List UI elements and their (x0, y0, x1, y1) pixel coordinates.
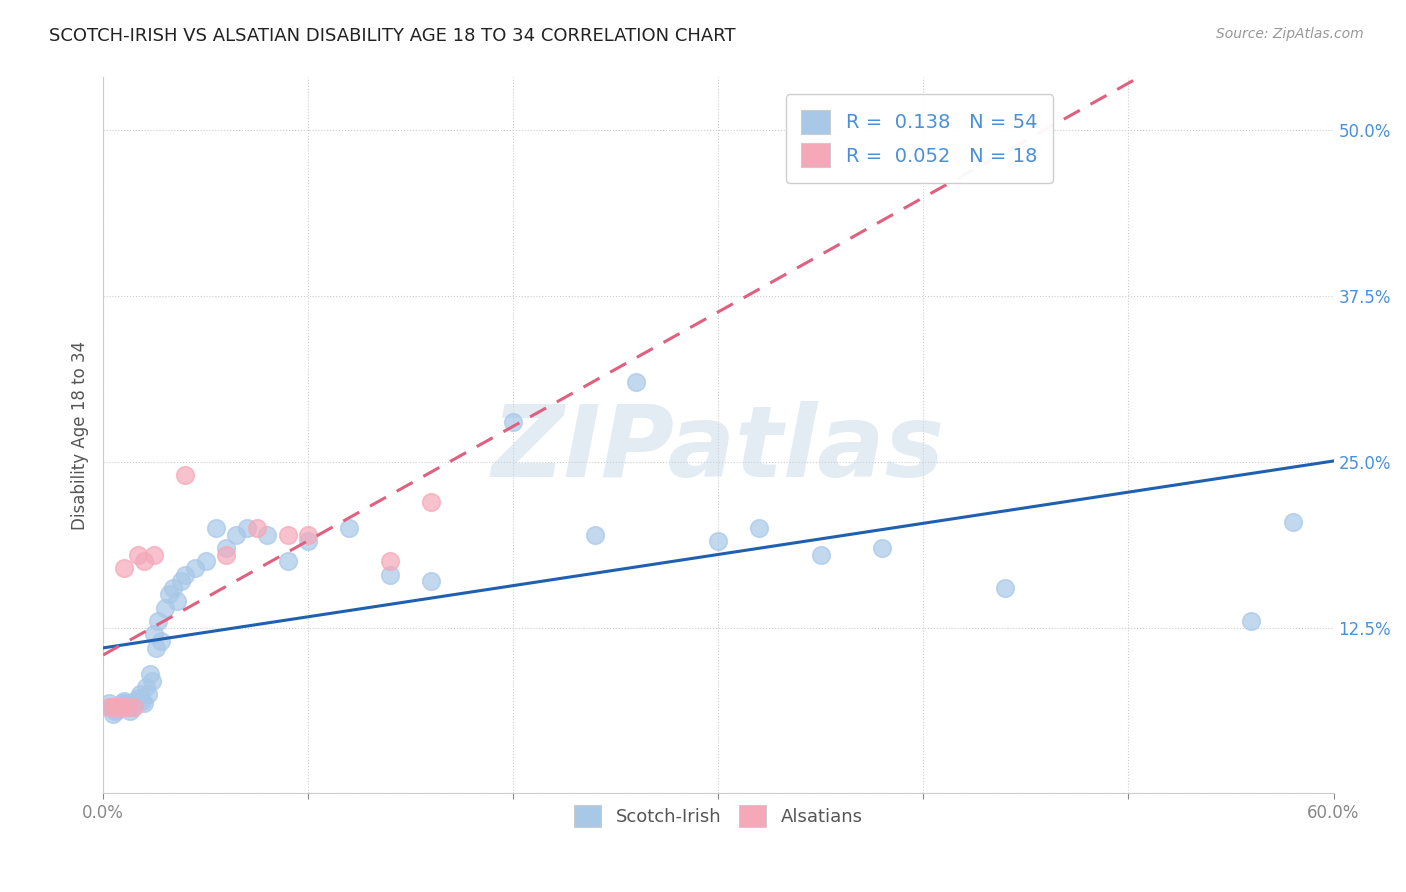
Point (235, 521, 257, 535)
Point (118, 704, 141, 718)
Point (162, 581, 184, 595)
Point (184, 561, 207, 575)
Text: Source: ZipAtlas.com: Source: ZipAtlas.com (1216, 27, 1364, 41)
Point (104, 704, 127, 718)
Point (246, 521, 269, 535)
Point (420, 574, 443, 589)
Point (337, 521, 360, 535)
Y-axis label: Disability Age 18 to 34: Disability Age 18 to 34 (72, 341, 89, 530)
Point (174, 468, 197, 483)
Point (135, 681, 157, 695)
Point (143, 548, 166, 562)
Point (148, 614, 170, 628)
Point (149, 633, 172, 648)
Point (122, 696, 145, 710)
Point (139, 667, 162, 681)
Point (297, 534, 319, 549)
Point (380, 554, 402, 568)
Point (145, 640, 167, 655)
Point (117, 700, 139, 714)
Point (225, 528, 247, 542)
Point (215, 548, 238, 562)
Point (127, 548, 149, 562)
Point (110, 696, 132, 710)
Point (297, 528, 319, 542)
Point (153, 600, 176, 615)
Point (108, 700, 131, 714)
Point (141, 673, 163, 688)
Point (131, 693, 153, 707)
Point (256, 528, 278, 542)
Point (134, 696, 156, 710)
Point (277, 528, 299, 542)
Point (100, 700, 122, 714)
Point (117, 700, 139, 714)
Point (810, 548, 832, 562)
Point (748, 521, 770, 535)
Point (125, 693, 148, 707)
Point (420, 494, 443, 508)
Point (872, 541, 894, 555)
Point (1240, 614, 1263, 628)
Point (277, 554, 299, 568)
Point (110, 700, 132, 714)
Point (108, 700, 131, 714)
Point (583, 528, 606, 542)
Point (114, 696, 136, 710)
Text: SCOTCH-IRISH VS ALSATIAN DISABILITY AGE 18 TO 34 CORRELATION CHART: SCOTCH-IRISH VS ALSATIAN DISABILITY AGE … (49, 27, 735, 45)
Point (994, 581, 1017, 595)
Point (129, 687, 152, 701)
Point (626, 376, 648, 390)
Point (380, 567, 402, 582)
Point (107, 703, 129, 717)
Point (707, 534, 730, 549)
Point (122, 700, 145, 714)
Point (205, 521, 228, 535)
Point (107, 700, 129, 714)
Point (98, 700, 121, 714)
Point (103, 700, 125, 714)
Point (112, 561, 135, 575)
Point (121, 700, 143, 714)
Point (215, 541, 238, 555)
Legend: Scotch-Irish, Alsatians: Scotch-Irish, Alsatians (567, 798, 870, 834)
Point (157, 587, 180, 601)
Point (502, 415, 524, 429)
Point (174, 567, 197, 582)
Point (134, 554, 156, 568)
Point (127, 690, 149, 705)
Point (112, 693, 135, 707)
Text: ZIPatlas: ZIPatlas (492, 401, 945, 499)
Point (166, 594, 188, 608)
Point (1281, 515, 1303, 529)
Point (143, 627, 166, 641)
Point (194, 554, 217, 568)
Point (103, 706, 125, 721)
Point (98, 696, 121, 710)
Point (136, 687, 159, 701)
Point (170, 574, 193, 589)
